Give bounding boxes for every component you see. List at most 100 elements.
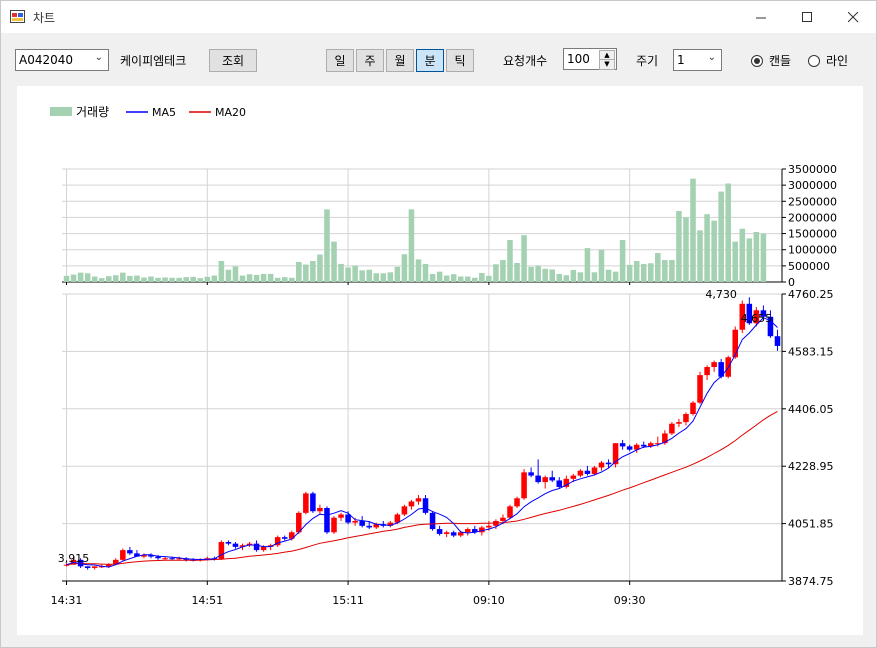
candle-body (401, 506, 408, 515)
radio-unchecked-icon (808, 54, 820, 67)
price-tick-label: 4228.95 (788, 460, 834, 473)
price-tick-label: 3874.75 (788, 575, 834, 588)
candle-body (443, 532, 450, 534)
candle-body (640, 444, 647, 447)
close-button[interactable] (830, 1, 876, 33)
volume-bar (507, 240, 513, 282)
maximize-button[interactable] (784, 1, 830, 33)
candle-body (521, 472, 527, 499)
volume-bar (429, 273, 436, 282)
volume-bar (619, 240, 626, 282)
candle-body (148, 554, 154, 557)
volume-bar (436, 271, 443, 282)
volume-bar (521, 235, 527, 282)
ma20-line (66, 410, 778, 566)
volume-bar (169, 277, 175, 282)
legend-label: 거래량 (76, 105, 109, 119)
candle-body (366, 525, 372, 528)
volume-bar (725, 183, 731, 282)
price-tick-label: 4051.85 (788, 518, 834, 531)
volume-bar (450, 274, 457, 282)
volume-bar (105, 276, 112, 282)
ma5-line (66, 317, 778, 568)
period-button[interactable]: 분 (416, 49, 444, 72)
volume-bar (183, 277, 189, 282)
stock-chart: 거래량 MA5 MA20 3500000 3000000 2500000 2000000 15… (50, 105, 837, 607)
candle-body (676, 422, 682, 424)
volume-bar (84, 273, 91, 282)
minimize-icon (755, 17, 766, 18)
candle-body (303, 493, 309, 513)
volume-bar (472, 277, 478, 282)
volume-bar (91, 276, 98, 282)
candle-body (486, 525, 492, 528)
volume-bar (401, 254, 408, 282)
volume-bar (704, 214, 710, 282)
candle-body (98, 566, 105, 568)
volume-tick-label: 2500000 (788, 195, 837, 208)
period-button[interactable]: 월 (386, 49, 414, 72)
app-icon (10, 10, 25, 23)
volume-bar (359, 270, 365, 282)
candle-body (577, 470, 584, 476)
volume-bar (303, 264, 309, 282)
line-radio-label: 라인 (826, 54, 849, 68)
volume-bar (739, 228, 746, 282)
candle-body (619, 443, 626, 447)
volume-bar (373, 273, 380, 282)
volume-bar (310, 261, 316, 282)
candle-body (500, 517, 506, 521)
candle-body (662, 433, 668, 444)
volume-bar (394, 266, 401, 282)
volume-tick-label: 3500000 (788, 163, 837, 176)
candle-body (690, 402, 696, 415)
candle-body (225, 542, 232, 544)
cycle-combo[interactable]: 1 ⌄ (673, 49, 722, 71)
candle-body (612, 443, 619, 465)
period-button[interactable]: 틱 (446, 49, 474, 72)
minimize-button[interactable] (738, 1, 784, 33)
volume-bar (267, 273, 274, 282)
volume-bar (443, 275, 450, 282)
candle-body (345, 514, 351, 523)
stock-code-combo[interactable]: A042040 ⌄ (15, 49, 109, 71)
candle-body (697, 375, 703, 403)
query-button[interactable]: 조회 (209, 49, 257, 72)
price-annotation: 4,655 (741, 312, 773, 325)
candle-radio[interactable]: 캔들 (751, 52, 791, 69)
period-button[interactable]: 일 (326, 49, 354, 72)
candle-body (746, 303, 753, 324)
price-annotation: 3,915 (58, 552, 90, 565)
volume-bar (70, 274, 77, 282)
candle-body (598, 462, 605, 468)
candle-body (296, 512, 302, 533)
radio-checked-icon (751, 54, 763, 67)
volume-bar (380, 273, 387, 282)
candle-body (605, 462, 612, 465)
candle-body (450, 532, 457, 536)
candle-body (310, 493, 316, 512)
spin-down-icon[interactable]: ▼ (599, 59, 615, 70)
line-radio[interactable]: 라인 (808, 52, 848, 69)
candle-body (239, 545, 246, 547)
candle-radio-label: 캔들 (769, 54, 792, 68)
volume-bar (225, 269, 232, 282)
request-count-spinner[interactable]: 100 ▲ ▼ (563, 48, 617, 70)
stock-code-value: A042040 (19, 53, 74, 67)
candle-body (549, 477, 555, 481)
candle-body (422, 498, 429, 513)
candle-body (704, 367, 710, 376)
volume-tick-label: 500000 (788, 260, 830, 273)
volume-bar (718, 191, 724, 282)
request-count-value: 100 (567, 52, 590, 66)
candle-body (289, 532, 295, 539)
volume-bar (127, 275, 133, 282)
volume-bar (260, 273, 267, 282)
volume-tick-label: 2000000 (788, 211, 837, 224)
volume-bar (253, 274, 260, 282)
price-tick-label: 4583.15 (788, 345, 834, 358)
period-button[interactable]: 주 (356, 49, 384, 72)
candle-body (570, 475, 577, 479)
volume-bar (753, 231, 760, 282)
candle-body (274, 537, 281, 546)
